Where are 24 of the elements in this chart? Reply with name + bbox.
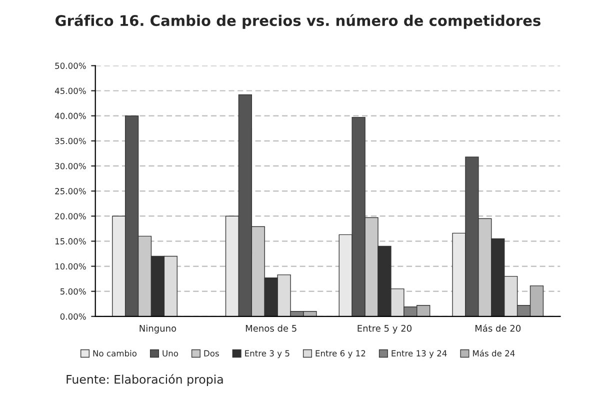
y-tick-label: 20.00% <box>55 213 86 220</box>
legend-label: No cambio <box>93 350 137 356</box>
legend-label: Entre 13 y 24 <box>392 350 447 358</box>
y-tick-label: 30.00% <box>55 162 86 170</box>
x-tick-label: Ninguno <box>140 324 176 334</box>
chart-title: Gráfico 16. Cambio de precios vs. número de competidores <box>56 14 540 29</box>
legend-label: Entre 6 y 12 <box>316 350 366 358</box>
y-tick-label: 5.00% <box>60 288 86 295</box>
legend-label: Más de 24 <box>473 350 515 356</box>
y-tick-label: 15.00% <box>55 238 86 244</box>
y-tick-label: 0.00% <box>60 313 86 320</box>
y-tick-label: 40.00% <box>54 112 86 120</box>
y-tick-label: 45.00% <box>54 88 86 94</box>
y-tick-label: 25.00% <box>55 188 86 194</box>
legend-label: Entre 3 y 5 <box>245 350 290 358</box>
y-tick-label: 10.00% <box>55 263 86 270</box>
x-tick-label: Entre 5 y 20 <box>358 324 412 334</box>
legend-label: Dos <box>204 350 219 356</box>
legend-label: Uno <box>162 350 178 356</box>
x-tick-label: Menos de 5 <box>246 324 296 332</box>
y-tick-label: 50.00% <box>55 62 86 69</box>
y-tick-label: 35.00% <box>55 138 86 144</box>
source-note: Fuente: Elaboración propia <box>66 374 223 386</box>
x-tick-label: Más de 20 <box>475 324 521 332</box>
